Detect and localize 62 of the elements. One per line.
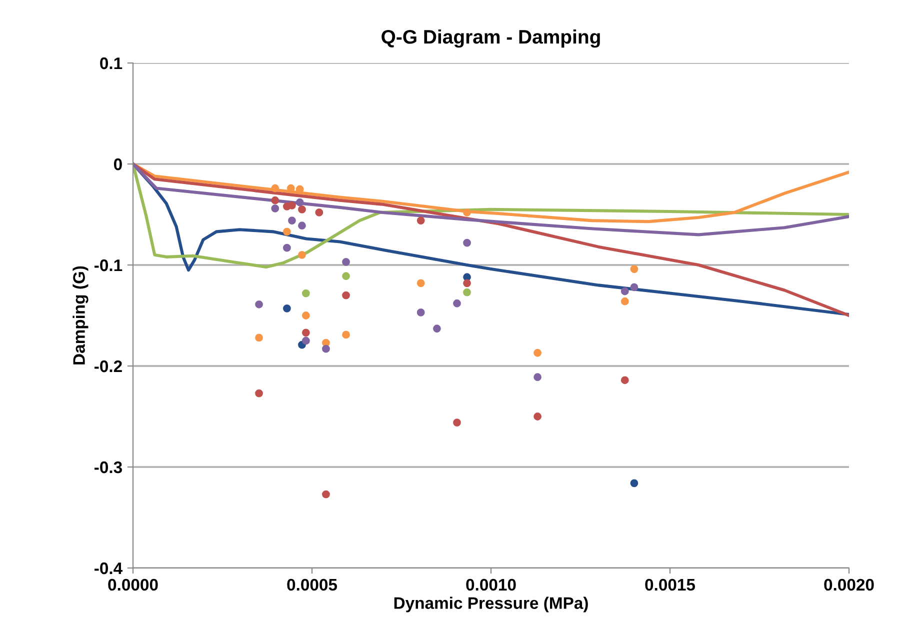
point [302,312,310,320]
point [463,238,471,247]
point [315,208,324,216]
point [416,216,425,225]
point [416,308,425,316]
point [620,376,629,384]
point [630,479,638,488]
x-tick-label: 0.0010 [466,578,516,591]
point [282,304,291,312]
point [416,279,425,288]
x-tick-label: 0.0020 [824,578,874,591]
y-tick-label: -0.1 [94,259,122,272]
x-tick-label: 0.0005 [287,578,338,591]
point [342,258,350,266]
y-axis-title: Damping (G) [72,266,88,364]
point [271,196,280,204]
point [298,250,306,259]
point [534,348,542,357]
point [302,336,310,345]
point [463,208,471,216]
point [255,389,263,398]
point [298,206,306,214]
point [620,297,629,306]
x-tick-label: 0.0000 [108,578,158,591]
point [296,198,304,206]
y-tick-label: 0 [114,158,122,170]
y-tick-label: 0.1 [100,57,122,70]
chart-title: Q-G Diagram - Damping [382,29,600,48]
point [288,201,296,210]
point [302,328,310,337]
point [463,279,471,288]
line-series [133,162,849,269]
y-tick-label: -0.3 [94,461,122,474]
y-tick-label: -0.4 [94,562,122,574]
point [282,244,291,252]
point [630,265,638,273]
point [630,283,638,292]
point [432,324,441,333]
line-series [133,162,849,236]
point [534,412,542,420]
point [322,344,330,353]
point [288,216,296,225]
point [534,373,542,382]
point [255,300,263,308]
point [255,334,263,342]
point [342,291,350,300]
x-axis-title: Dynamic Pressure (MPa) [394,596,588,612]
point [302,289,310,298]
point [342,272,350,280]
point [620,287,629,296]
point [453,299,461,308]
point [282,228,291,236]
line-series [133,162,849,224]
x-tick-label: 0.0015 [645,578,696,591]
point [271,204,280,212]
point [463,288,471,296]
y-tick-label: -0.2 [94,360,122,372]
point [322,490,330,498]
point [298,222,306,230]
point [453,418,461,427]
point [342,330,350,339]
point [271,184,280,192]
